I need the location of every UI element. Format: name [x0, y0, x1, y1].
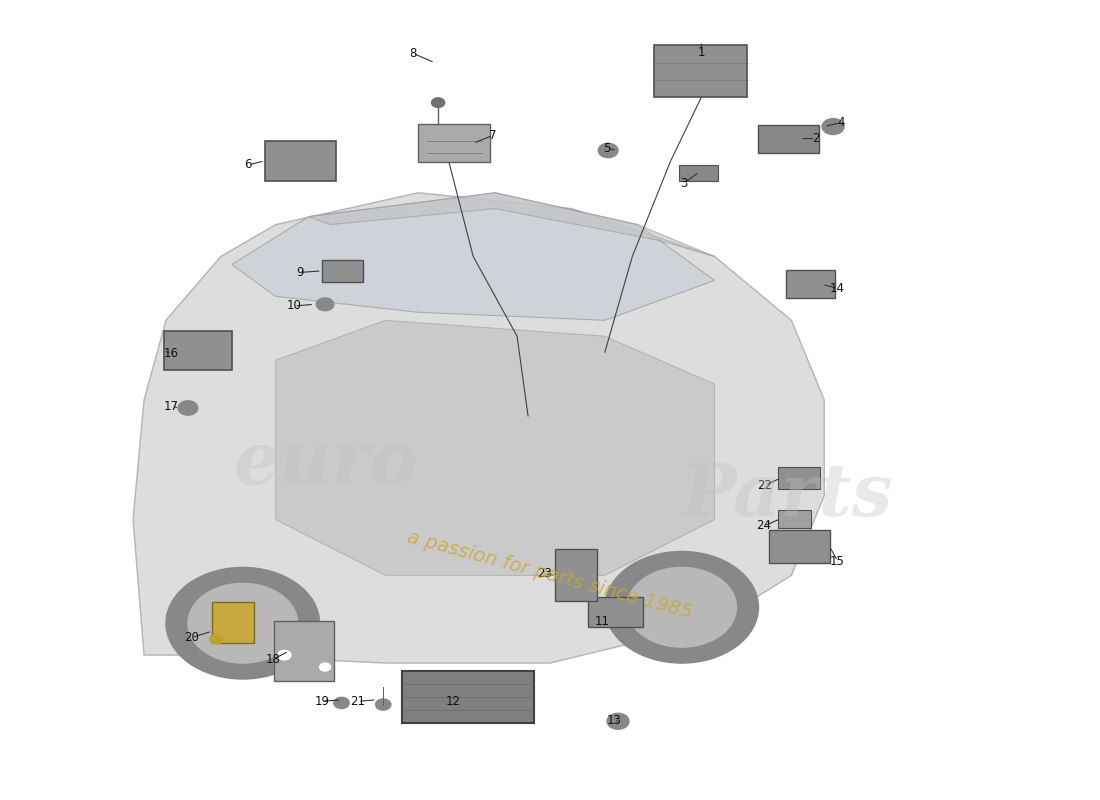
Text: 20: 20	[184, 631, 199, 644]
Text: 17: 17	[164, 400, 179, 413]
Text: 21: 21	[351, 695, 365, 708]
Circle shape	[317, 298, 333, 310]
Bar	[274, 621, 333, 681]
Text: 8: 8	[409, 46, 417, 60]
Circle shape	[598, 143, 618, 158]
Bar	[769, 530, 829, 563]
Text: 14: 14	[830, 282, 845, 295]
Text: Parts: Parts	[682, 460, 893, 531]
Bar	[402, 671, 534, 723]
Bar	[164, 331, 232, 370]
Text: 2: 2	[812, 132, 820, 145]
Text: a passion for parts since 1985: a passion for parts since 1985	[405, 528, 695, 622]
Bar	[759, 125, 818, 153]
Bar	[418, 124, 490, 162]
Text: 6: 6	[244, 158, 252, 171]
Polygon shape	[276, 320, 715, 575]
Bar	[785, 270, 835, 298]
Text: 9: 9	[296, 266, 304, 279]
Bar	[680, 165, 718, 181]
Text: 13: 13	[606, 714, 621, 727]
Bar	[322, 260, 363, 282]
Bar	[778, 510, 811, 527]
Circle shape	[188, 583, 298, 663]
Circle shape	[431, 98, 444, 107]
Text: 12: 12	[446, 695, 461, 708]
Circle shape	[822, 118, 844, 134]
Polygon shape	[133, 193, 824, 663]
Circle shape	[166, 567, 320, 679]
Circle shape	[320, 663, 331, 671]
Text: 4: 4	[837, 116, 845, 129]
Text: 16: 16	[164, 347, 179, 360]
Bar	[654, 46, 748, 97]
Circle shape	[278, 650, 292, 660]
Circle shape	[210, 634, 223, 644]
Circle shape	[627, 567, 737, 647]
Bar	[588, 597, 643, 627]
Text: 7: 7	[490, 129, 497, 142]
Polygon shape	[309, 193, 715, 257]
Bar	[556, 549, 597, 601]
Bar	[265, 141, 336, 181]
Text: 11: 11	[595, 615, 610, 628]
Text: 5: 5	[604, 142, 611, 154]
Text: 23: 23	[537, 567, 552, 580]
Text: 10: 10	[287, 299, 301, 313]
Text: euro: euro	[233, 428, 418, 499]
Circle shape	[375, 699, 390, 710]
Text: 24: 24	[757, 519, 771, 533]
Circle shape	[605, 551, 759, 663]
Text: 22: 22	[758, 479, 772, 492]
Circle shape	[178, 401, 198, 415]
Bar	[778, 467, 820, 490]
Text: 1: 1	[697, 46, 705, 59]
Text: 15: 15	[830, 554, 845, 567]
Text: 3: 3	[680, 177, 688, 190]
Text: 18: 18	[266, 653, 280, 666]
Bar	[212, 602, 254, 643]
Circle shape	[607, 714, 629, 730]
Circle shape	[333, 698, 349, 709]
Text: 19: 19	[315, 695, 329, 708]
Polygon shape	[232, 193, 715, 320]
